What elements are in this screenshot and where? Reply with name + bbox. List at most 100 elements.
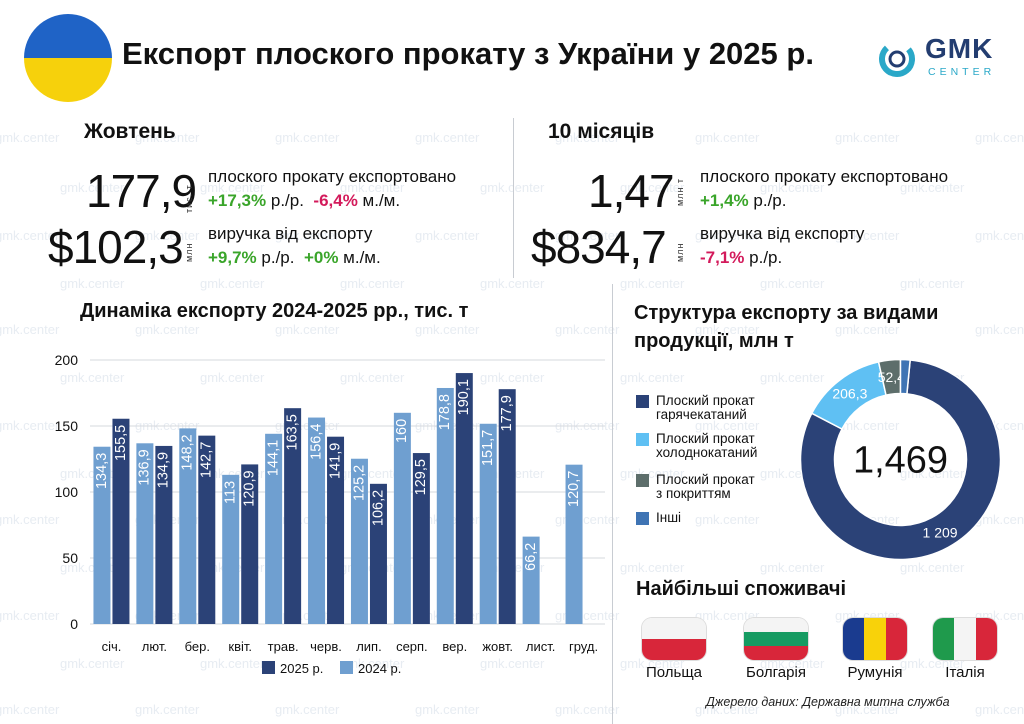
october-volume-desc: плоского прокату експортовано: [208, 167, 457, 186]
country-label-romania: Румунія: [847, 664, 903, 681]
watermark-text: gmk.center: [60, 276, 125, 291]
watermark-text: gmk.center: [200, 276, 265, 291]
bar-2024-label: 125,2: [351, 465, 367, 501]
bar-2025-label: 120,9: [242, 470, 258, 506]
y-tick-label: 150: [55, 418, 79, 434]
tenmonths-volume-changes: +1,4% р./р.: [700, 191, 787, 211]
x-tick-label: груд.: [569, 639, 598, 654]
watermark-text: gmk.center: [0, 130, 60, 145]
bar-2025: [241, 464, 259, 624]
bar-2025: [155, 445, 173, 624]
watermark-text: gmk.center: [975, 130, 1024, 145]
yoy-suffix: р./р.: [744, 248, 783, 267]
bar-2025: [455, 373, 473, 624]
bar-2025-label: 129,5: [413, 459, 429, 495]
legend-hot-line1: Плоский прокат: [656, 393, 755, 408]
legend-coated: Плоский прокат з покриттям: [656, 473, 755, 501]
consumers-title: Найбільші споживачі: [636, 578, 847, 600]
x-tick-label: бер.: [185, 639, 210, 654]
bar-2025: [112, 418, 130, 624]
romania-flag-icon: [843, 618, 907, 660]
mom-suffix: м./м.: [357, 191, 401, 210]
bar-2025: [369, 483, 387, 624]
watermark-text: gmk.center: [480, 276, 545, 291]
october-vol-yoy: +17,3%: [208, 191, 267, 210]
structure-title-line1: Структура експорту за видами: [634, 302, 939, 324]
mom-suffix: м./м.: [338, 248, 381, 267]
october-vol-mom: -6,4%: [313, 191, 358, 210]
italy-flag-icon: [933, 618, 997, 660]
donut-slice-hot: [799, 359, 1002, 561]
gmk-logo-icon: [879, 41, 915, 77]
legend-swatch-hot: [636, 395, 649, 408]
poland-flag-icon: [642, 618, 706, 660]
legend-cold-line2: холоднокатаний: [656, 445, 758, 460]
legend-other: Інші: [656, 510, 682, 525]
bar-2024: [393, 412, 411, 624]
bar-2025-label: 134,9: [156, 452, 172, 488]
legend-hot: Плоский прокат гарячекатаний: [656, 394, 755, 422]
watermark-text: gmk.center: [135, 322, 200, 337]
bar-2025-label: 155,5: [113, 425, 129, 461]
october-revenue-desc: виручка від експорту: [208, 224, 373, 243]
watermark-text: gmk.center: [835, 130, 900, 145]
bar-2025: [327, 436, 345, 624]
donut-slice-hot-label: 1 209: [923, 524, 958, 540]
watermark-text: gmk.center: [0, 702, 60, 717]
bar-2024: [350, 458, 368, 624]
watermark-text: gmk.center: [760, 276, 825, 291]
watermark-text: gmk.center: [135, 702, 200, 717]
bar-2024-label: 113: [223, 481, 239, 504]
bar-2024-label: 160: [394, 419, 410, 443]
watermark-text: gmk.center: [275, 130, 340, 145]
bar-2025-label: 142,7: [199, 442, 215, 478]
watermark-text: gmk.center: [415, 322, 480, 337]
legend-label: 2025 р.: [280, 661, 323, 676]
october-rev-mom: +0%: [303, 248, 339, 267]
bar-2024: [93, 446, 111, 624]
legend-swatch-coated: [636, 474, 649, 487]
legend-label: 2024 р.: [358, 661, 401, 676]
watermark-text: gmk.center: [275, 702, 340, 717]
x-tick-label: лип.: [356, 639, 382, 654]
bar-2024: [308, 417, 326, 624]
legend-swatch-cold: [636, 433, 649, 446]
x-tick-label: черв.: [310, 639, 342, 654]
legend-coated-line1: Плоский прокат: [656, 472, 755, 487]
donut-center-total: 1,469: [853, 440, 948, 482]
y-tick-label: 50: [62, 550, 78, 566]
donut-slice-coated-label: 52,4: [878, 369, 905, 385]
watermark-text: gmk.center: [415, 130, 480, 145]
bar-2025-label: 190,1: [456, 379, 472, 415]
legend-cold: Плоский прокат холоднокатаний: [656, 432, 757, 460]
x-tick-label: лист.: [526, 639, 555, 654]
bar-2024-label: 134,3: [94, 453, 110, 489]
divider-vertical-bottom: [612, 284, 613, 724]
divider-vertical-top: [513, 118, 514, 278]
watermark-text: gmk.center: [415, 228, 480, 243]
watermark-text: gmk.center: [695, 512, 760, 527]
bar-2024-label: 178,8: [437, 394, 453, 430]
legend-swatch: [262, 661, 275, 674]
watermark-text: gmk.center: [900, 560, 965, 575]
october-title: Жовтень: [84, 120, 176, 143]
bar-2024-label: 151,7: [480, 430, 496, 466]
bar-2024: [136, 443, 154, 624]
logo-text: GMK: [925, 33, 994, 64]
bar-2025: [284, 408, 302, 624]
yoy-suffix: р./р.: [256, 248, 295, 267]
bar-2025: [412, 453, 430, 624]
tenmonths-volume-unit: млн т: [675, 177, 685, 206]
x-tick-label: трав.: [268, 639, 299, 654]
x-tick-label: січ.: [102, 639, 122, 654]
x-tick-label: вер.: [442, 639, 467, 654]
october-revenue-changes: +9,7% р./р. +0% м./м.: [208, 248, 381, 268]
tenmonths-vol-yoy: +1,4%: [700, 191, 749, 210]
tenmonths-rev-yoy: -7,1%: [700, 248, 745, 267]
bar-2025-label: 106,2: [370, 490, 386, 526]
october-revenue-unit: млн: [184, 242, 194, 262]
bar-2024-label: 156,4: [308, 424, 324, 460]
october-volume-changes: +17,3% р./р. -6,4% м./м.: [208, 191, 400, 211]
bar-2024-label: 66,2: [523, 543, 539, 571]
